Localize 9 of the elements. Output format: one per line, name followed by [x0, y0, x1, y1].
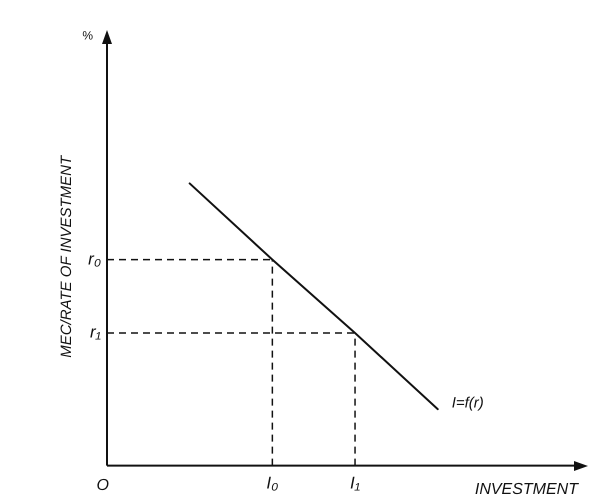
series-label: I=f(r)	[452, 394, 484, 412]
x-tick-label: I₁	[350, 474, 360, 493]
ref-line-label: r₀	[88, 249, 101, 268]
y-axis-title: MEC/RATE OF INVESTMENT	[58, 154, 76, 358]
text: %	[82, 28, 94, 42]
x-tick-label: I₀	[266, 474, 278, 493]
ref-line-label: r₁	[90, 322, 101, 342]
text: O	[96, 477, 109, 494]
x-axis-title: INVESTMENT	[474, 481, 580, 498]
